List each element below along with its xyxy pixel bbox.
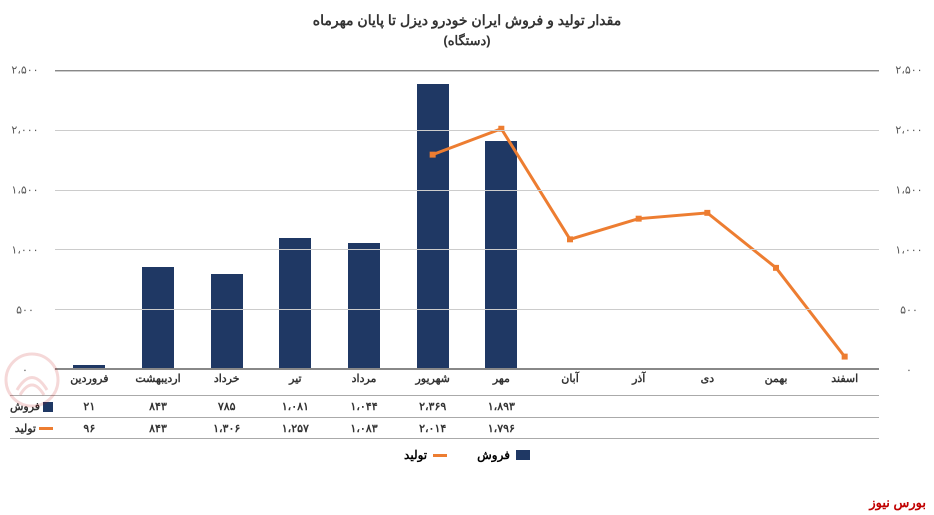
- data-table: فروش ۲۱۸۴۳۷۸۵۱،۰۸۱۱،۰۴۴۲،۳۶۹۱،۸۹۳ تولید …: [10, 395, 879, 439]
- table-cell: ۸۴۳: [124, 422, 193, 435]
- x-label: دی: [673, 372, 742, 385]
- production-row-cells: ۹۶۸۴۳۱،۳۰۶۱،۲۵۷۱،۰۸۳۲،۰۱۴۱،۷۹۶: [55, 422, 879, 435]
- legend-sales-label: فروش: [477, 448, 510, 462]
- table-cell: [742, 400, 811, 413]
- source-label: بورس نیوز: [869, 495, 926, 511]
- table-cell: ۲،۳۶۹: [398, 400, 467, 413]
- sales-row-cells: ۲۱۸۴۳۷۸۵۱،۰۸۱۱،۰۴۴۲،۳۶۹۱،۸۹۳: [55, 400, 879, 413]
- x-label: مهر: [467, 372, 536, 385]
- x-label: آذر: [604, 372, 673, 385]
- table-cell: [604, 400, 673, 413]
- table-cell: [673, 400, 742, 413]
- table-cell: [810, 422, 879, 435]
- table-cell: ۷۸۵: [192, 400, 261, 413]
- y-axis-left: ۰۵۰۰۱،۰۰۰۱،۵۰۰۲،۰۰۰۲،۵۰۰: [0, 70, 50, 370]
- legend-production-label: تولید: [404, 448, 427, 462]
- x-label: خرداد: [192, 372, 261, 385]
- table-cell: ۱،۲۵۷: [261, 422, 330, 435]
- x-label: آبان: [536, 372, 605, 385]
- chart-container: مقدار تولید و فروش ایران خودرو دیزل تا پ…: [0, 0, 934, 515]
- table-cell: ۱،۷۹۶: [467, 422, 536, 435]
- table-cell: [742, 422, 811, 435]
- sales-row: فروش ۲۱۸۴۳۷۸۵۱،۰۸۱۱،۰۴۴۲،۳۶۹۱،۸۹۳: [10, 395, 879, 417]
- table-cell: ۱،۸۹۳: [467, 400, 536, 413]
- table-cell: ۱،۳۰۶: [192, 422, 261, 435]
- x-label: اردیبهشت: [124, 372, 193, 385]
- legend-sales: فروش: [477, 448, 530, 462]
- table-cell: ۲۱: [55, 400, 124, 413]
- chart-subtitle: (دستگاه): [0, 29, 934, 49]
- table-cell: [536, 422, 605, 435]
- x-label: فروردین: [55, 372, 124, 385]
- production-swatch-icon: [39, 427, 53, 430]
- x-label: شهریور: [398, 372, 467, 385]
- table-cell: ۱،۰۸۳: [330, 422, 399, 435]
- table-cell: ۹۶: [55, 422, 124, 435]
- legend-production: تولید: [404, 448, 447, 462]
- x-label: بهمن: [742, 372, 811, 385]
- y-axis-right: ۰۵۰۰۱،۰۰۰۱،۵۰۰۲،۰۰۰۲،۵۰۰: [884, 70, 934, 370]
- production-line: [55, 71, 879, 368]
- x-label: مرداد: [330, 372, 399, 385]
- table-cell: [604, 422, 673, 435]
- legend: فروش تولید: [0, 448, 934, 462]
- table-cell: ۲،۰۱۴: [398, 422, 467, 435]
- watermark-icon: [2, 350, 62, 410]
- production-row-label: تولید: [15, 422, 36, 435]
- table-cell: ۱،۰۸۱: [261, 400, 330, 413]
- table-cell: [810, 400, 879, 413]
- x-label: اسفند: [810, 372, 879, 385]
- x-label: تیر: [261, 372, 330, 385]
- table-cell: [673, 422, 742, 435]
- production-row: تولید ۹۶۸۴۳۱،۳۰۶۱،۲۵۷۱،۰۸۳۲،۰۱۴۱،۷۹۶: [10, 417, 879, 439]
- legend-sales-swatch-icon: [516, 450, 530, 460]
- production-row-header: تولید: [10, 422, 55, 435]
- table-cell: [536, 400, 605, 413]
- table-cell: ۱،۰۴۴: [330, 400, 399, 413]
- x-axis-labels: فروردیناردیبهشتخردادتیرمردادشهریورمهرآبا…: [55, 372, 879, 385]
- table-cell: ۸۴۳: [124, 400, 193, 413]
- plot-area: [55, 70, 879, 370]
- legend-production-swatch-icon: [433, 454, 447, 457]
- chart-title: مقدار تولید و فروش ایران خودرو دیزل تا پ…: [0, 0, 934, 29]
